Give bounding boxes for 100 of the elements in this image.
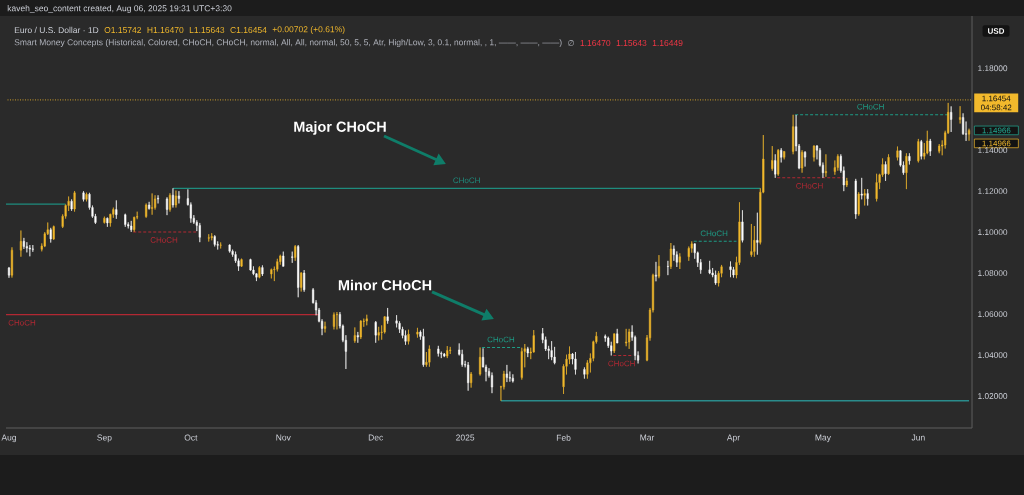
candlestick [115, 200, 118, 220]
candlestick [19, 230, 22, 258]
candlestick [377, 326, 380, 341]
candlestick [261, 265, 264, 277]
candlestick [374, 320, 377, 344]
candlestick [103, 216, 106, 224]
candlestick [625, 328, 628, 347]
candlestick [967, 128, 971, 142]
candlestick [628, 328, 631, 350]
candlestick [198, 222, 201, 243]
candlestick [323, 321, 327, 333]
candlestick [801, 149, 804, 174]
x-tick-label: Nov [276, 434, 291, 441]
annotation: Major CHoCH [294, 121, 386, 135]
candlestick [574, 351, 577, 375]
series-label: CHoCH [487, 336, 515, 343]
series-label: CHoCH [857, 103, 884, 110]
candlestick [657, 254, 660, 279]
x-tick-label: May [815, 434, 831, 443]
candlestick [165, 197, 169, 216]
candlestick [291, 251, 294, 264]
candlestick [85, 192, 88, 202]
candlestick [365, 314, 368, 326]
text: 1.14966 [982, 127, 1011, 134]
candlestick [753, 225, 756, 258]
candlestick [866, 188, 869, 206]
candlestick [22, 237, 25, 250]
y-tick-label: 1.12000 [978, 188, 1008, 195]
candlestick [10, 247, 14, 278]
candlestick [875, 173, 878, 202]
text: 04:58:42 [980, 104, 1012, 111]
series-label: CHoCH [700, 230, 728, 237]
candlestick [386, 307, 389, 325]
x-tick-label: Dec [368, 434, 384, 441]
candlestick [836, 153, 839, 171]
candlestick [157, 194, 160, 204]
candlestick [926, 130, 929, 155]
candlestick [106, 217, 109, 228]
candlestick [857, 191, 860, 217]
text: Euro / U.S. Dollar · 1D [14, 26, 99, 34]
text: 1.14966 [982, 140, 1011, 147]
candlestick [82, 190, 85, 202]
candlestick [950, 106, 953, 133]
candlestick [219, 242, 222, 249]
y-tick-label: 1.02000 [978, 393, 1008, 399]
candlestick [31, 244, 34, 253]
candlestick [908, 152, 911, 165]
candlestick [917, 138, 920, 163]
candlestick [171, 187, 175, 208]
candlestick [666, 260, 669, 276]
candlestick [428, 345, 431, 368]
annotation: Minor CHoCH [338, 279, 432, 291]
candlestick [526, 346, 529, 358]
annotation: O1.15742 [104, 26, 142, 33]
candlestick [356, 331, 359, 344]
candlestick [854, 178, 857, 220]
y-tick-label: 1.06000 [978, 311, 1008, 318]
candlestick [505, 364, 508, 383]
candlestick [714, 270, 717, 286]
x-tick-label: Oct [184, 434, 198, 441]
candlestick [654, 261, 658, 282]
candlestick [213, 234, 216, 247]
candlestick [300, 271, 303, 292]
candlestick [905, 152, 908, 190]
candlestick [407, 329, 410, 345]
candlestick [884, 161, 887, 182]
x-tick-label: Apr [726, 434, 740, 443]
candlestick [151, 193, 154, 216]
candlestick [446, 345, 449, 359]
candlestick [511, 374, 514, 383]
candlestick [583, 367, 586, 379]
y-tick-label: 1.10000 [978, 229, 1008, 236]
candlestick [708, 260, 711, 275]
candlestick [303, 269, 306, 293]
annotation: 1.16470 [580, 39, 611, 46]
candlestick [774, 153, 777, 179]
y-tick-label: 1.14000 [978, 147, 1008, 154]
annotation: C1.16454 [230, 26, 267, 33]
candlestick [479, 347, 482, 376]
candlestick [210, 232, 213, 241]
candlestick [959, 105, 962, 124]
candlestick [616, 328, 619, 344]
candlestick [467, 361, 470, 392]
candlestick [297, 244, 300, 298]
candlestick [332, 312, 336, 330]
candlestick [207, 233, 210, 242]
candlestick [28, 244, 31, 257]
annotation: H1.16470 [147, 26, 184, 33]
candlestick [70, 199, 73, 212]
candlestick [168, 192, 172, 212]
candlestick [133, 216, 136, 233]
candlestick [613, 333, 616, 354]
candlestick [777, 148, 780, 177]
y-tick-label: 1.04000 [978, 352, 1008, 358]
x-tick-label: Sep [97, 434, 112, 443]
candlestick [130, 220, 133, 233]
candlestick [490, 372, 494, 394]
candlestick [863, 188, 866, 206]
candlestick [49, 227, 52, 243]
candlestick [124, 213, 127, 228]
